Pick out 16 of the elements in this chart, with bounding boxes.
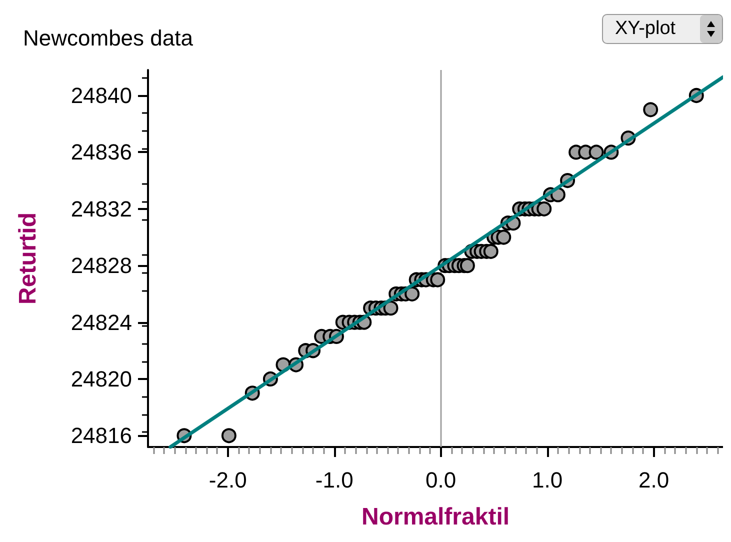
x-tick-label: -2.0 [208, 468, 247, 492]
x-tick-label: 2.0 [638, 468, 670, 492]
y-tick-label: 24824 [70, 310, 132, 335]
x-tick-label: 1.0 [532, 468, 563, 492]
dropdown-button: XY-plot [602, 14, 723, 44]
chart-title: Newcombes data [23, 26, 194, 50]
x-tick-label: 0.0 [426, 468, 456, 492]
y-axis-title: Returtid [14, 212, 42, 304]
x-tick-label: -1.0 [315, 468, 354, 492]
y-tick-label: 24832 [70, 196, 132, 222]
y-tick-label: 24840 [70, 83, 132, 108]
y-tick-label: 24816 [70, 423, 132, 448]
x-axis-title: Normalfraktil [361, 504, 510, 530]
y-tick-label: 24820 [70, 366, 132, 392]
y-tick-label: 24828 [70, 253, 132, 278]
y-tick-label: 24836 [70, 140, 132, 165]
